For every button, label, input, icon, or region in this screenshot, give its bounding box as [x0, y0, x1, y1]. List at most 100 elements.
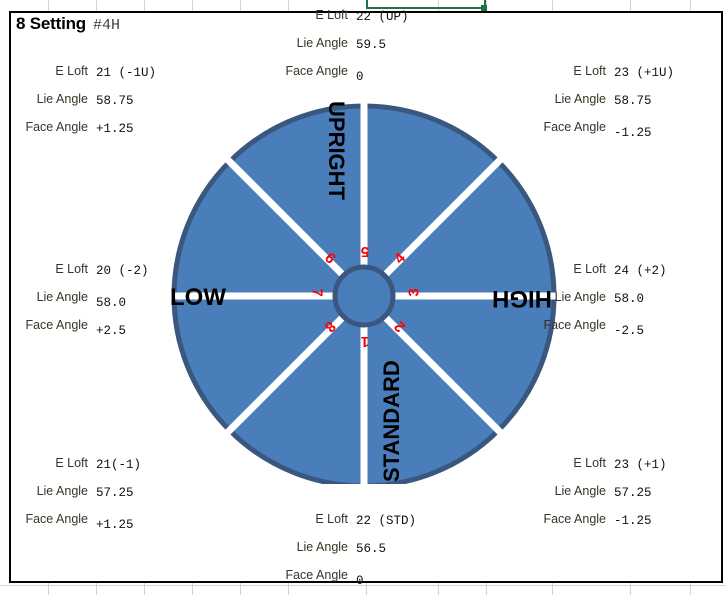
row-face-angle: Face Angle 0 [260, 564, 460, 592]
dial-graphic [170, 102, 560, 484]
label-lie-angle: Lie Angle [554, 92, 606, 106]
label-lie-angle: Lie Angle [554, 290, 606, 304]
value-e-loft[interactable]: 21(-1) [96, 458, 142, 472]
row-e-loft: E Loft 20 (-2) [0, 258, 200, 286]
setting-block-minus1u: E Loft 21 (-1U) Lie Angle 58.75 Face Ang… [0, 60, 200, 144]
row-e-loft: E Loft 23 (+1) [518, 452, 718, 480]
spoke-upright [361, 156, 504, 299]
cell-selection-outline[interactable] [366, 0, 486, 9]
label-e-loft: E Loft [573, 64, 606, 78]
value-face-angle[interactable]: 0 [356, 574, 364, 588]
value-lie-angle[interactable]: 57.25 [96, 486, 134, 500]
row-e-loft: E Loft 22 (UP) [260, 4, 460, 32]
row-lie-angle: Lie Angle 56.5 [260, 536, 460, 564]
label-lie-angle: Lie Angle [36, 290, 88, 304]
setting-block-minus2: E Loft 20 (-2) Lie Angle 58.0 Face Angle… [0, 258, 200, 342]
value-face-angle[interactable]: -1.25 [614, 514, 652, 528]
value-lie-angle[interactable]: 57.25 [614, 486, 652, 500]
label-e-loft: E Loft [55, 262, 88, 276]
page-title: 8 Setting #4H [16, 14, 120, 34]
row-face-angle: Face Angle -2.5 [518, 314, 718, 342]
value-lie-angle[interactable]: 58.0 [96, 296, 127, 310]
label-face-angle: Face Angle [543, 512, 606, 526]
label-e-loft: E Loft [315, 512, 348, 526]
value-lie-angle[interactable]: 56.5 [356, 542, 387, 556]
row-lie-angle: Lie Angle 58.0 [518, 286, 718, 314]
dial-number-3[interactable]: 3 [405, 288, 423, 297]
row-lie-angle: Lie Angle 58.0 [0, 286, 200, 314]
row-lie-angle: Lie Angle 59.5 [260, 32, 460, 60]
dial-number-1[interactable]: 1 [360, 333, 370, 350]
setting-block-minus1: E Loft 21(-1) Lie Angle 57.25 Face Angle… [0, 452, 200, 536]
spoke-downright [361, 293, 504, 436]
dial-hub[interactable] [332, 264, 396, 328]
label-lie-angle: Lie Angle [296, 36, 348, 50]
hosel-setting-dial[interactable] [170, 94, 560, 484]
label-lie-angle: Lie Angle [36, 92, 88, 106]
spoke-upleft [224, 156, 367, 299]
row-e-loft: E Loft 21 (-1U) [0, 60, 200, 88]
value-face-angle[interactable]: -1.25 [614, 126, 652, 140]
dial-caption-upright: UPRIGHT [324, 101, 349, 200]
label-face-angle: Face Angle [543, 120, 606, 134]
value-e-loft[interactable]: 23 (+1) [614, 458, 667, 472]
grid-line [0, 585, 726, 586]
row-face-angle: Face Angle +2.5 [0, 314, 200, 342]
row-face-angle: Face Angle -1.25 [518, 116, 718, 144]
value-face-angle[interactable]: +2.5 [96, 324, 127, 338]
value-face-angle[interactable]: 0 [356, 70, 364, 84]
dial-number-5[interactable]: 5 [360, 243, 370, 260]
value-e-loft[interactable]: 23 (+1U) [614, 66, 675, 80]
label-lie-angle: Lie Angle [554, 484, 606, 498]
dial-caption-low: LOW [170, 284, 226, 311]
label-lie-angle: Lie Angle [36, 484, 88, 498]
row-lie-angle: Lie Angle 58.75 [0, 88, 200, 116]
row-lie-angle: Lie Angle 57.25 [0, 480, 200, 508]
row-face-angle: Face Angle -1.25 [518, 508, 718, 536]
label-face-angle: Face Angle [285, 64, 348, 78]
row-e-loft: E Loft 21(-1) [0, 452, 200, 480]
setting-block-up: E Loft 22 (UP) Lie Angle 59.5 Face Angle… [260, 4, 460, 88]
label-face-angle: Face Angle [543, 318, 606, 332]
value-e-loft[interactable]: 22 (STD) [356, 514, 417, 528]
cell-selection-fill-handle[interactable] [481, 5, 487, 11]
label-face-angle: Face Angle [285, 568, 348, 582]
page-title-main: 8 Setting [16, 14, 86, 33]
setting-block-plus1u: E Loft 23 (+1U) Lie Angle 58.75 Face Ang… [518, 60, 718, 144]
label-e-loft: E Loft [55, 456, 88, 470]
label-e-loft: E Loft [55, 64, 88, 78]
row-lie-angle: Lie Angle 57.25 [518, 480, 718, 508]
value-e-loft[interactable]: 24 (+2) [614, 264, 667, 278]
value-face-angle[interactable]: +1.25 [96, 122, 134, 136]
dial-number-7[interactable]: 7 [308, 288, 326, 297]
value-e-loft[interactable]: 21 (-1U) [96, 66, 157, 80]
value-face-angle[interactable]: +1.25 [96, 518, 134, 532]
setting-block-plus2: E Loft 24 (+2) Lie Angle 58.0 Face Angle… [518, 258, 718, 342]
row-face-angle: Face Angle +1.25 [0, 116, 200, 144]
row-face-angle: Face Angle +1.25 [0, 508, 200, 536]
row-face-angle: Face Angle 0 [260, 60, 460, 88]
dial-caption-standard: STANDARD [379, 360, 404, 482]
page-title-subtitle: #4H [93, 17, 121, 34]
setting-block-plus1: E Loft 23 (+1) Lie Angle 57.25 Face Angl… [518, 452, 718, 536]
value-lie-angle[interactable]: 58.75 [614, 94, 652, 108]
label-face-angle: Face Angle [25, 318, 88, 332]
label-e-loft: E Loft [315, 8, 348, 22]
label-lie-angle: Lie Angle [296, 540, 348, 554]
value-face-angle[interactable]: -2.5 [614, 324, 645, 338]
label-e-loft: E Loft [573, 262, 606, 276]
row-lie-angle: Lie Angle 58.75 [518, 88, 718, 116]
value-e-loft[interactable]: 20 (-2) [96, 264, 149, 278]
value-lie-angle[interactable]: 59.5 [356, 38, 387, 52]
row-e-loft: E Loft 24 (+2) [518, 258, 718, 286]
value-e-loft[interactable]: 22 (UP) [356, 10, 409, 24]
dial-spokes [170, 102, 560, 484]
value-lie-angle[interactable]: 58.0 [614, 292, 645, 306]
value-lie-angle[interactable]: 58.75 [96, 94, 134, 108]
label-face-angle: Face Angle [25, 120, 88, 134]
row-e-loft: E Loft 23 (+1U) [518, 60, 718, 88]
setting-block-std: E Loft 22 (STD) Lie Angle 56.5 Face Angl… [260, 508, 460, 592]
label-e-loft: E Loft [573, 456, 606, 470]
row-e-loft: E Loft 22 (STD) [260, 508, 460, 536]
